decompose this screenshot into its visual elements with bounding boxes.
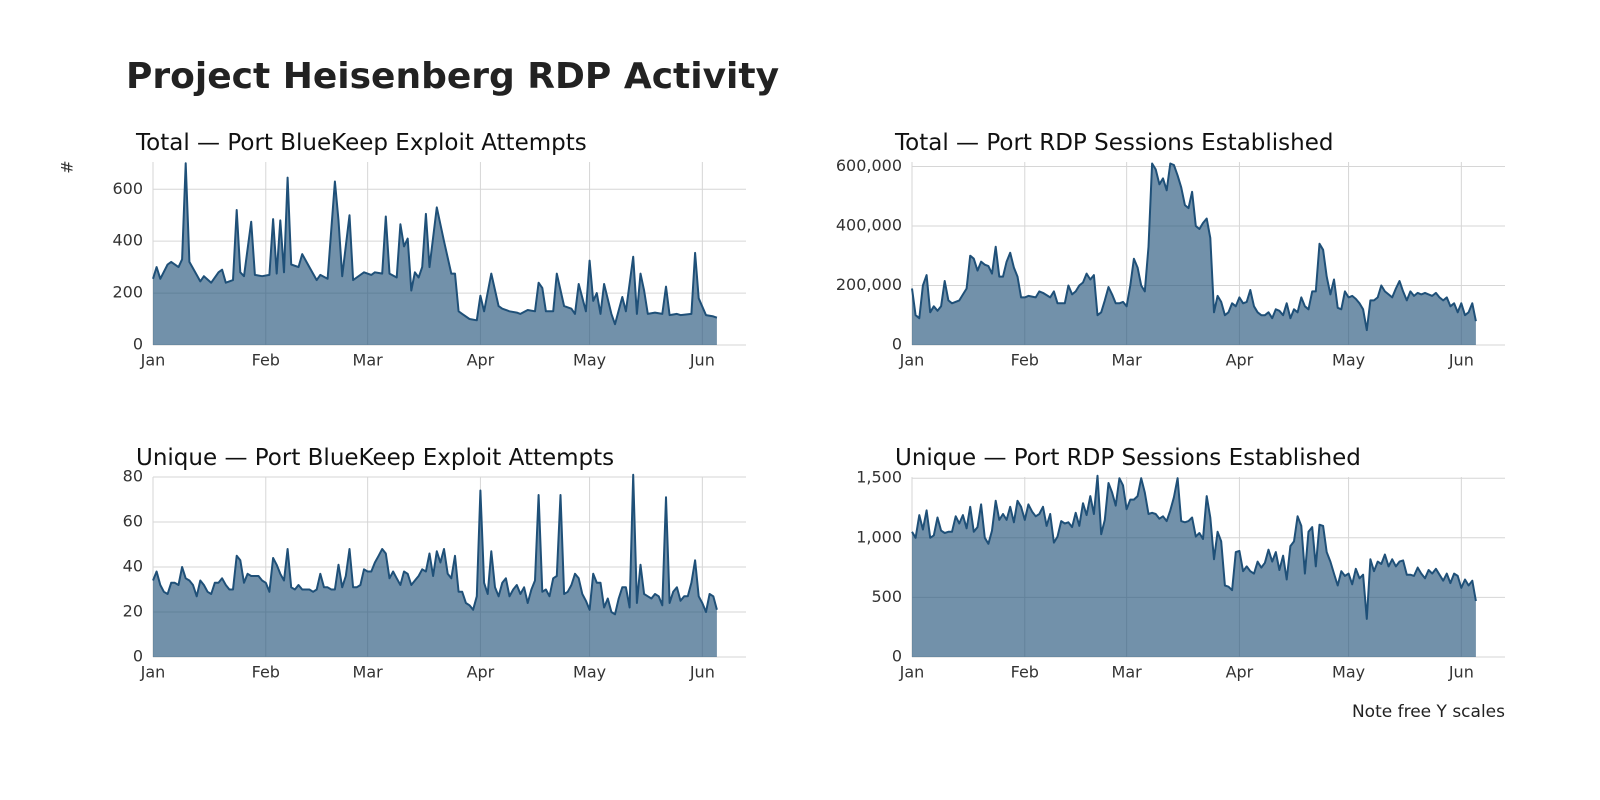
x-tick-label: May — [573, 663, 606, 682]
x-tick-label: Mar — [1112, 351, 1143, 370]
x-tick-label: May — [573, 351, 606, 370]
y-tick-label: 20 — [123, 602, 143, 621]
x-tick-label: Feb — [1011, 351, 1039, 370]
y-tick-label: 600 — [112, 179, 143, 198]
caption: Note free Y scales — [1352, 702, 1505, 722]
x-tick-label: Apr — [467, 351, 495, 370]
x-tick-label: Feb — [1011, 663, 1039, 682]
area-fill — [153, 163, 717, 345]
x-tick-label: Mar — [1112, 663, 1143, 682]
x-tick-label: Apr — [1226, 663, 1254, 682]
y-tick-label: 0 — [133, 335, 143, 354]
area-fill — [912, 475, 1476, 657]
x-tick-label: Jun — [689, 663, 715, 682]
x-tick-label: Apr — [467, 663, 495, 682]
y-tick-label: 200,000 — [836, 275, 902, 294]
x-tick-label: May — [1332, 663, 1365, 682]
panel-title: Total — Port RDP Sessions Established — [894, 130, 1333, 156]
x-tick-label: Mar — [353, 663, 384, 682]
x-tick-label: Jun — [1448, 663, 1474, 682]
y-tick-label: 40 — [123, 557, 143, 576]
area-line — [152, 162, 718, 326]
area-fill — [912, 163, 1476, 345]
y-tick-label: 80 — [123, 467, 143, 486]
y-tick-label: 0 — [892, 335, 902, 354]
x-tick-label: Jan — [899, 351, 925, 370]
area-line — [911, 162, 1477, 332]
x-tick-label: Feb — [252, 351, 280, 370]
x-tick-label: Jan — [140, 351, 166, 370]
y-tick-label: 1,500 — [856, 468, 902, 487]
y-tick-label: 200 — [112, 283, 143, 302]
x-tick-label: Mar — [353, 351, 384, 370]
y-tick-label: 600,000 — [836, 156, 902, 175]
panel-title: Total — Port BlueKeep Exploit Attempts — [135, 130, 587, 156]
x-tick-label: Jun — [1448, 351, 1474, 370]
area-line — [152, 473, 718, 616]
x-tick-label: Jun — [689, 351, 715, 370]
panel-title: Unique — Port RDP Sessions Established — [895, 445, 1361, 471]
y-tick-label: 60 — [123, 512, 143, 531]
y-tick-label: 0 — [892, 647, 902, 666]
x-tick-label: May — [1332, 351, 1365, 370]
y-tick-label: 0 — [133, 647, 143, 666]
y-tick-label: 1,000 — [856, 527, 902, 546]
area-line — [911, 474, 1477, 620]
y-tick-label: 400 — [112, 231, 143, 250]
y-tick-label: 400,000 — [836, 215, 902, 234]
panel-title: Unique — Port BlueKeep Exploit Attempts — [136, 445, 614, 471]
x-tick-label: Feb — [252, 663, 280, 682]
main-title: Project Heisenberg RDP Activity — [126, 56, 779, 97]
x-tick-label: Jan — [899, 663, 925, 682]
y-tick-label: 500 — [871, 587, 902, 606]
x-tick-label: Apr — [1226, 351, 1254, 370]
x-tick-label: Jan — [140, 663, 166, 682]
y-axis-label: # — [58, 160, 77, 173]
